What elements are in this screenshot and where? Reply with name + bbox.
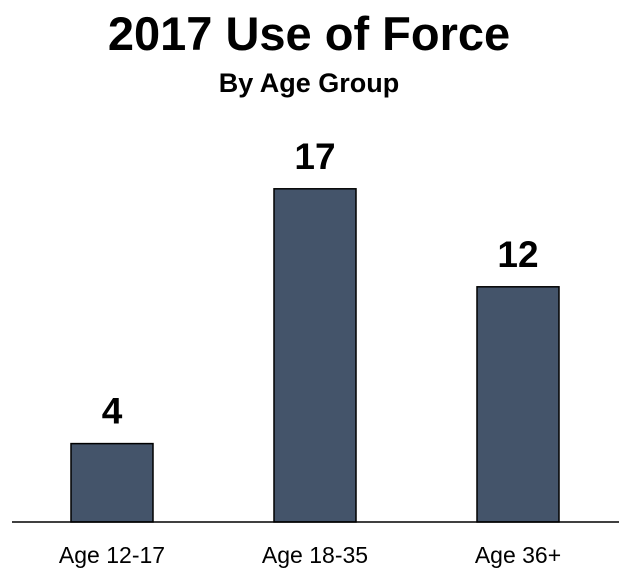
bar-value-label-2: 17: [294, 136, 335, 177]
category-label-2: Age 18-35: [262, 542, 368, 568]
category-labels-group: Age 12-17 Age 18-35 Age 36+: [59, 542, 561, 568]
category-label-1: Age 12-17: [59, 542, 165, 568]
bars-group: [70, 188, 560, 523]
bar-3: [476, 286, 560, 523]
bar-2: [273, 188, 357, 523]
bar-value-label-1: 4: [102, 391, 123, 432]
chart-title: 2017 Use of Force: [108, 7, 510, 60]
bar-value-label-3: 12: [497, 234, 538, 275]
category-label-3: Age 36+: [475, 542, 561, 568]
bar-1: [70, 442, 154, 523]
value-labels-group: 4 17 12: [102, 136, 539, 432]
chart-subtitle: By Age Group: [219, 68, 400, 98]
